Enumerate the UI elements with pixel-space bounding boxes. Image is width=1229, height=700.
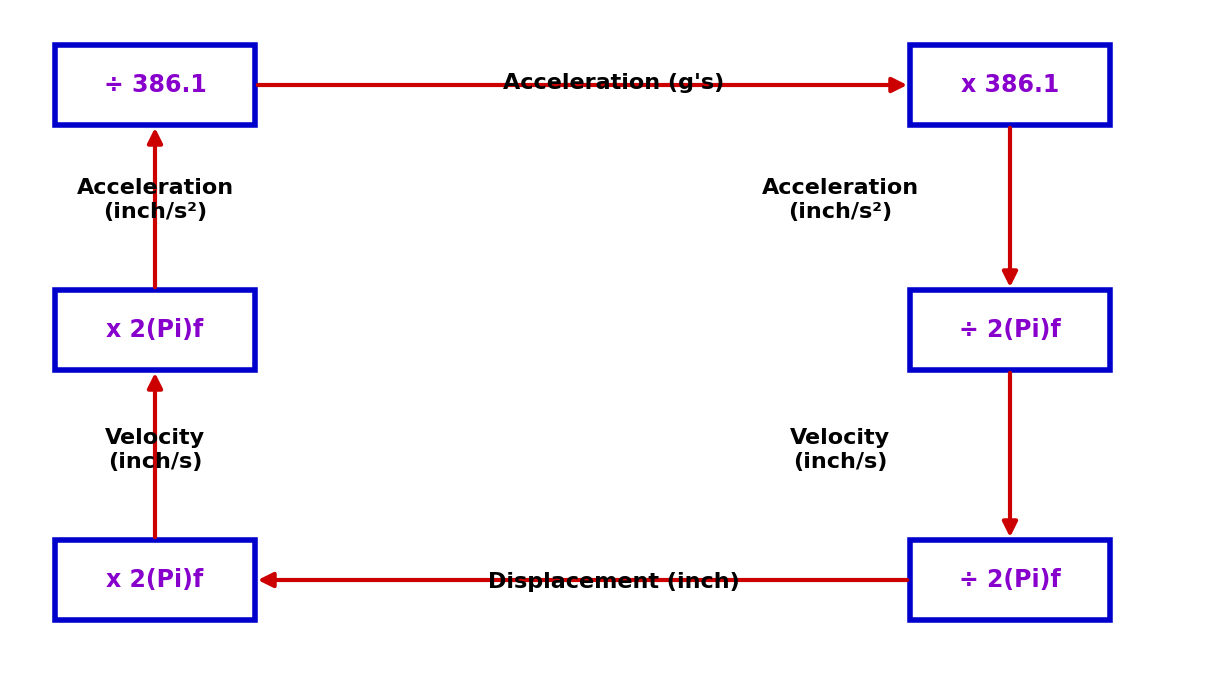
Text: x 386.1: x 386.1 (961, 73, 1059, 97)
Text: x 2(Pi)f: x 2(Pi)f (107, 318, 204, 342)
Text: Acceleration
(inch/s²): Acceleration (inch/s²) (76, 178, 234, 222)
Text: Velocity
(inch/s): Velocity (inch/s) (104, 428, 205, 472)
Bar (55, 45, 254, 125)
Text: Displacement (inch): Displacement (inch) (488, 572, 740, 592)
Text: x 2(Pi)f: x 2(Pi)f (107, 568, 204, 592)
Text: Velocity
(inch/s): Velocity (inch/s) (790, 428, 890, 472)
Text: ÷ 2(Pi)f: ÷ 2(Pi)f (959, 318, 1061, 342)
Text: Acceleration
(inch/s²): Acceleration (inch/s²) (762, 178, 918, 222)
Bar (55, 540, 254, 620)
Bar (909, 45, 1110, 125)
Bar (909, 540, 1110, 620)
Text: ÷ 386.1: ÷ 386.1 (103, 73, 206, 97)
Bar (55, 290, 254, 370)
Bar (909, 290, 1110, 370)
Text: Acceleration (g's): Acceleration (g's) (504, 73, 725, 93)
Text: ÷ 2(Pi)f: ÷ 2(Pi)f (959, 568, 1061, 592)
